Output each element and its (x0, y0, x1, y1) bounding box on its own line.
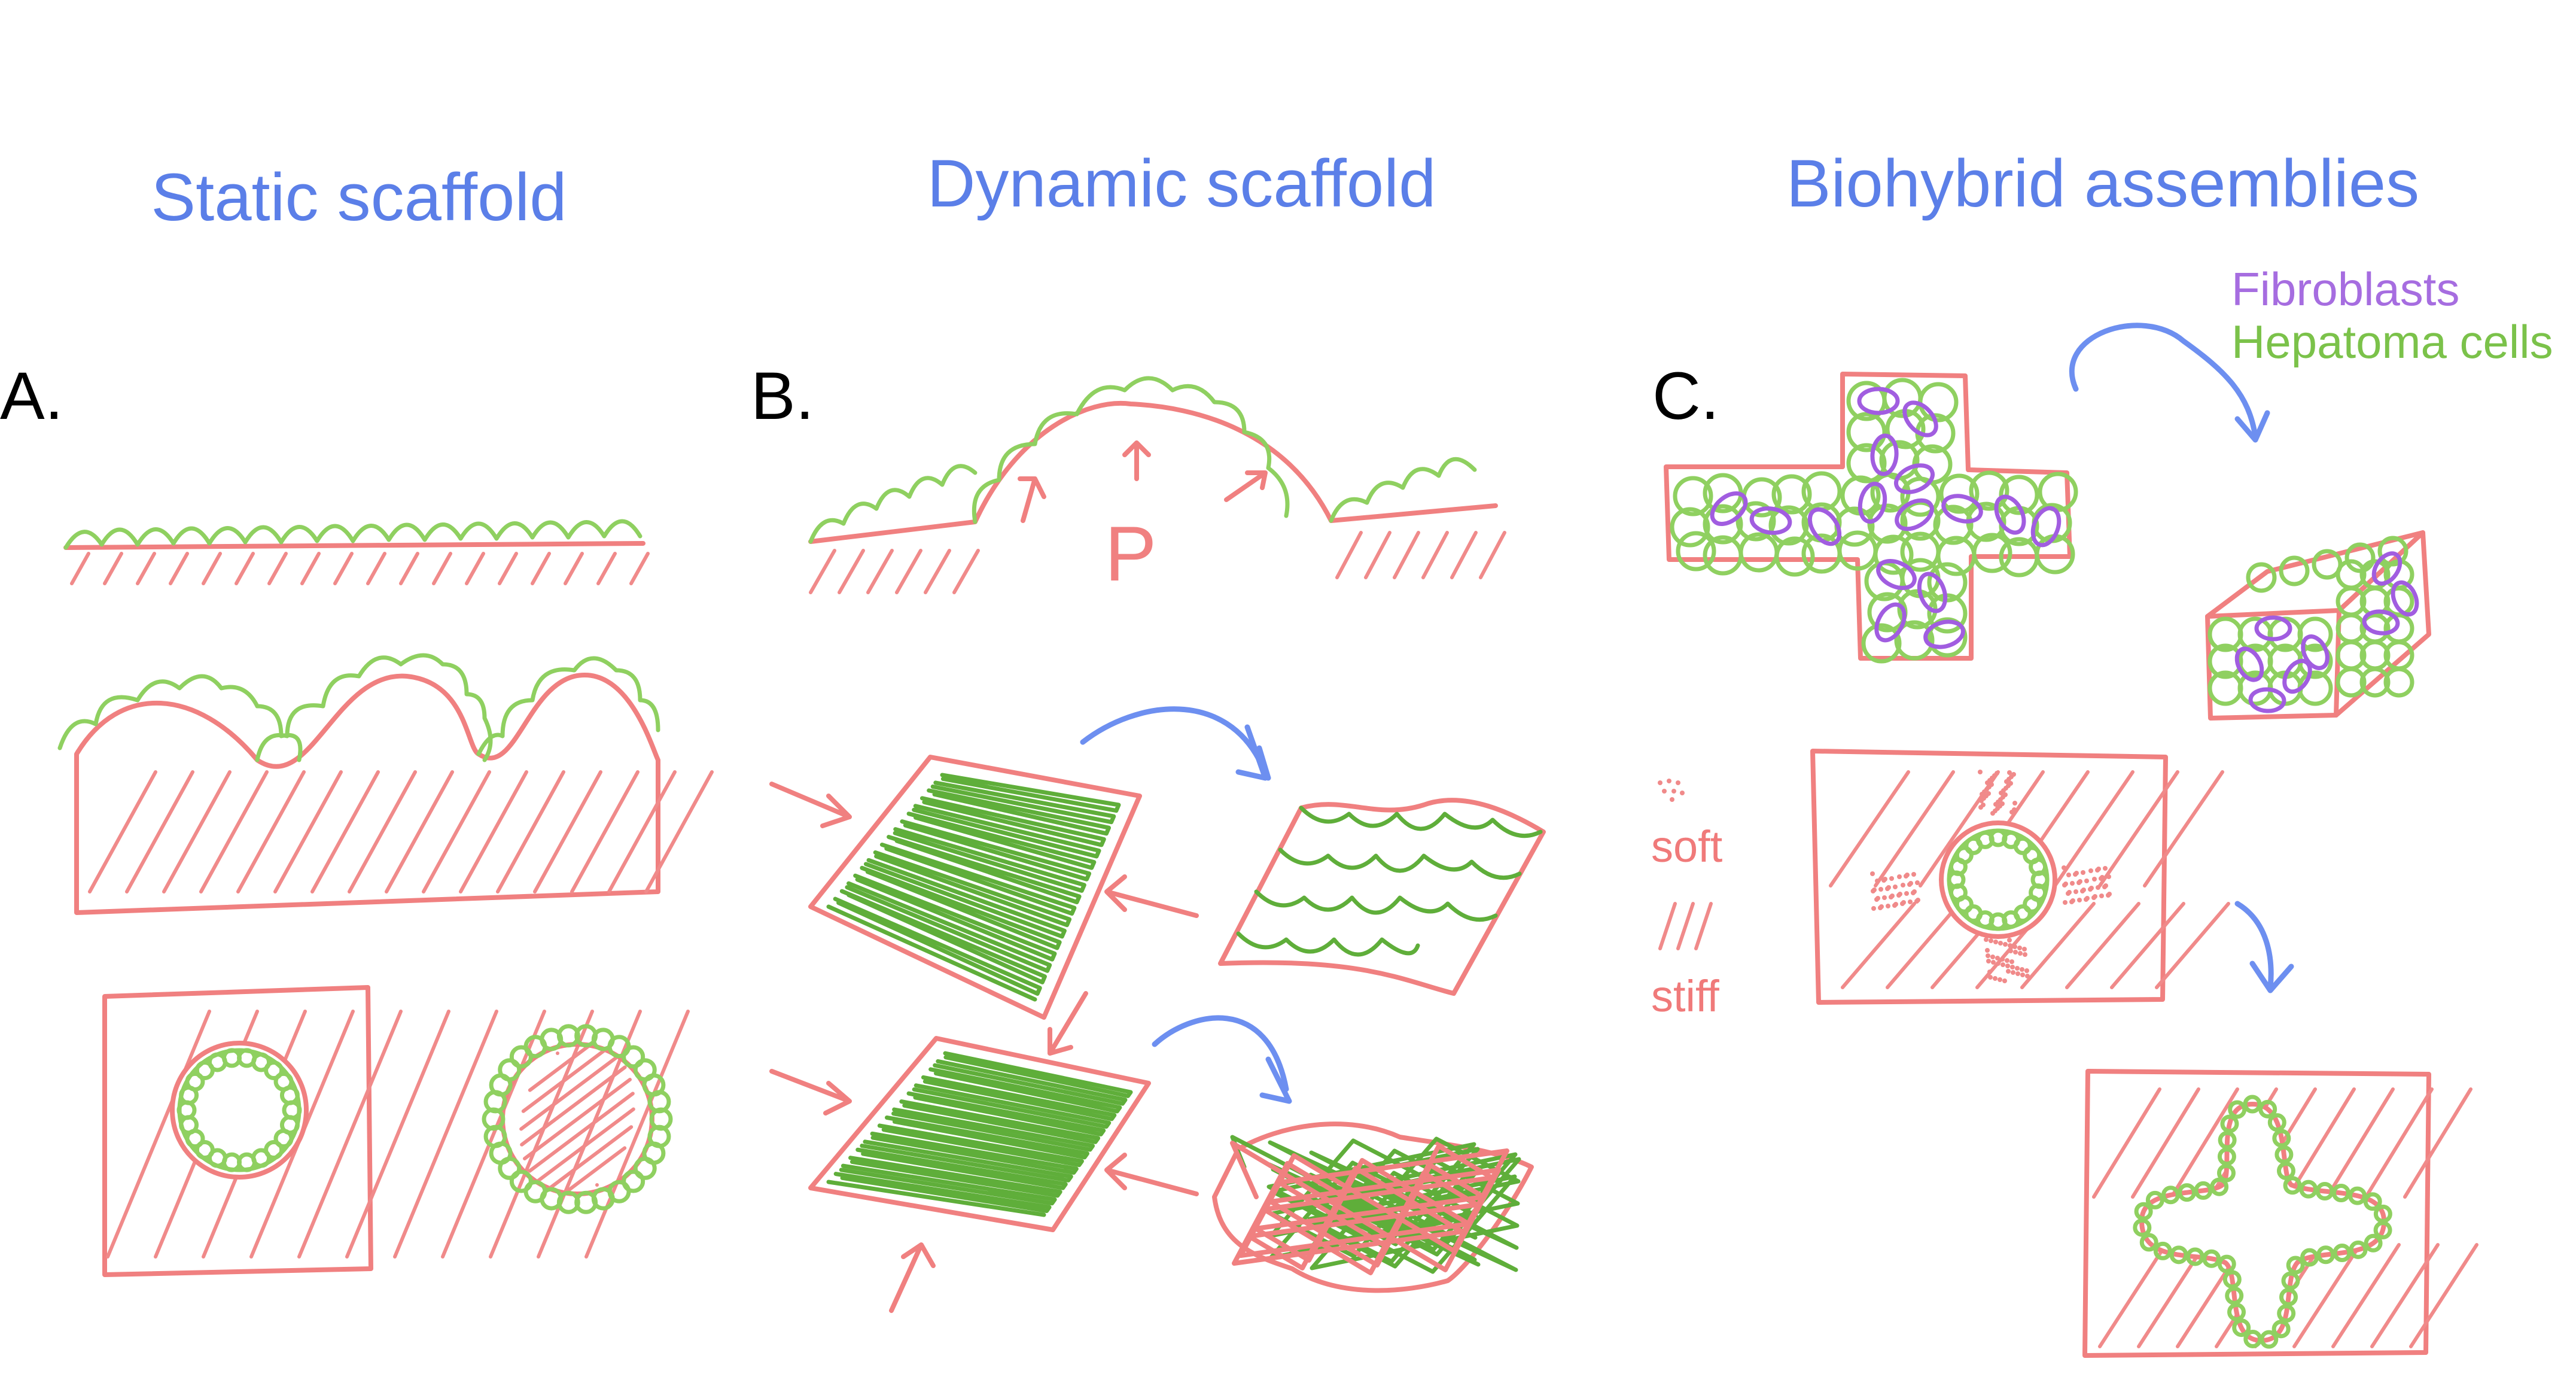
biaxial-compression-sketch (769, 991, 1534, 1313)
title-biohybrid-assemblies: Biohybrid assemblies (1786, 146, 2419, 221)
deform-arrow (2234, 901, 2274, 990)
fold-arrow (2069, 323, 2258, 440)
fold-arrowhead (2234, 410, 2270, 443)
deform-arrowhead (2249, 961, 2294, 993)
title-static-scaffold: Static scaffold (151, 160, 567, 235)
flat-scaffold-sketch (63, 519, 650, 585)
cube-assembly-sketch (2205, 530, 2431, 721)
star-lumen-block-sketch (2082, 1069, 2478, 1358)
title-dynamic-scaffold: Dynamic scaffold (927, 146, 1436, 221)
panel-letter-c: C. (1652, 358, 1719, 433)
coated-sphere-sketch (482, 1024, 673, 1214)
stiffness-legend: soft stiff (1651, 779, 1723, 1021)
cross-assembly-sketch (1664, 372, 2078, 664)
panel-letter-b: B. (751, 358, 814, 433)
legend-soft: soft (1651, 822, 1723, 871)
pressure-dome-sketch: P (808, 376, 1506, 597)
panel-letter-a: A. (0, 358, 63, 433)
legend-hepatoma-cells: Hepatoma cells (2231, 315, 2553, 368)
wavy-scaffold-sketch (57, 653, 714, 915)
compression-wrinkle-sketch (769, 706, 1546, 1020)
square-lumen-scaffold-sketch (102, 985, 690, 1277)
legend-stiff: stiff (1651, 971, 1719, 1021)
legend-fibroblasts: Fibroblasts (2231, 263, 2459, 315)
pressure-label: P (1105, 510, 1157, 597)
patterned-stiffness-block-sketch (1810, 749, 2230, 1005)
